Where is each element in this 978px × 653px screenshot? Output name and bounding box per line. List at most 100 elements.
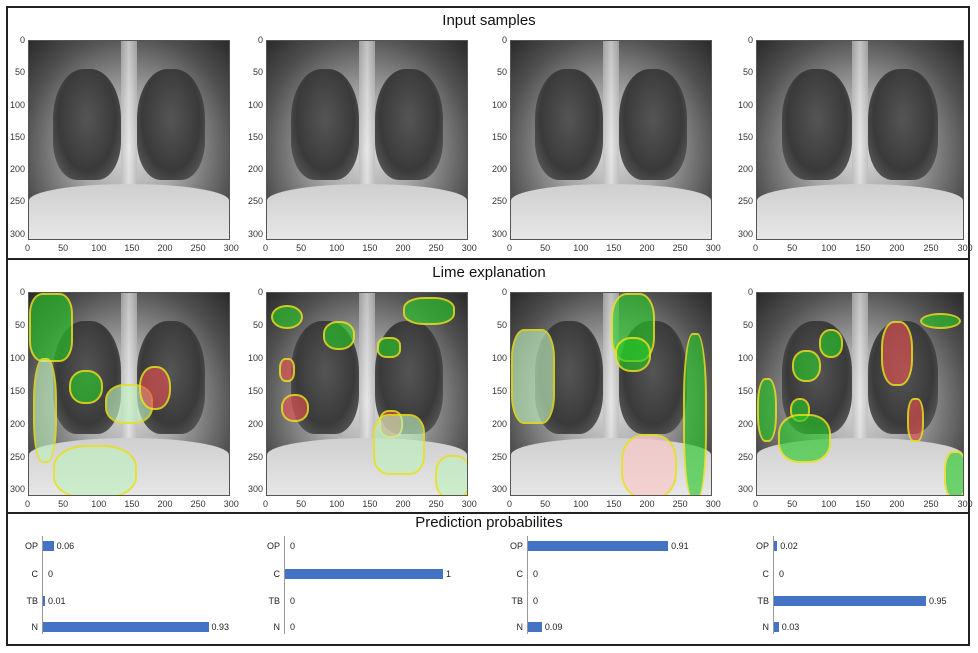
bar-chart-axis: [527, 536, 528, 634]
y-tick-label: 0: [19, 287, 25, 297]
lime-positive-region: [757, 377, 778, 443]
xray-diaphragm: [511, 438, 711, 495]
xray-diaphragm: [267, 438, 467, 495]
lime-negative-region: [621, 434, 677, 495]
x-tick-label: 150: [606, 243, 622, 253]
xray-lung: [375, 68, 443, 180]
probability-bar: [43, 596, 45, 606]
y-tick-label: 100: [10, 99, 26, 110]
x-tick-label: 250: [428, 243, 444, 253]
section-divider: [6, 258, 970, 260]
x-tick-label: 250: [190, 243, 206, 253]
x-tick-label: 150: [855, 243, 871, 253]
probability-bar: [528, 541, 669, 551]
y-tick-label: 150: [738, 385, 754, 396]
x-tick-label: 200: [157, 499, 173, 509]
probability-value-label: 0: [779, 569, 785, 579]
y-tick-label: 50: [252, 67, 263, 78]
probability-value-label: 0.09: [544, 622, 563, 632]
xray-diaphragm: [267, 183, 467, 239]
x-tick-label: 300: [705, 499, 721, 509]
lime-positive-region: [377, 337, 401, 358]
x-tick-label: 100: [821, 499, 837, 509]
category-label: TB: [757, 596, 769, 606]
input-xray-image: [756, 40, 964, 240]
probability-value-label: 0: [290, 541, 296, 551]
probability-value-label: 0.06: [56, 541, 75, 551]
y-tick-label: 100: [492, 99, 508, 110]
xray-lung: [53, 68, 121, 180]
y-tick-label: 50: [742, 67, 753, 78]
category-label: TB: [26, 596, 38, 606]
lime-negative-region: [279, 357, 295, 382]
probability-bar: [774, 596, 926, 606]
xray-lung: [619, 68, 687, 180]
y-tick-label: 50: [742, 319, 753, 330]
y-tick-label: 300: [10, 228, 26, 239]
y-tick-label: 200: [492, 164, 508, 175]
y-tick-label: 50: [496, 67, 507, 78]
y-tick-label: 0: [19, 35, 25, 45]
y-tick-label: 0: [501, 35, 507, 45]
lime-explanation-title: Lime explanation: [432, 264, 546, 281]
y-tick-label: 0: [257, 35, 263, 45]
y-tick-label: 300: [10, 484, 26, 495]
x-tick-label: 0: [263, 499, 269, 509]
y-tick-label: 150: [10, 131, 26, 142]
xray-lung: [781, 68, 852, 180]
x-tick-label: 200: [395, 499, 411, 509]
xray-lung: [137, 68, 205, 180]
y-tick-label: 300: [738, 484, 754, 495]
y-tick-label: 250: [492, 451, 508, 462]
x-tick-label: 200: [157, 243, 173, 253]
figure-frame: [6, 6, 970, 646]
category-label: OP: [509, 541, 523, 551]
input-samples-title: Input samples: [442, 12, 536, 29]
y-tick-label: 150: [248, 385, 264, 396]
y-tick-label: 200: [10, 418, 26, 429]
xray-diaphragm: [511, 183, 711, 239]
xray-diaphragm: [757, 183, 963, 239]
x-tick-label: 0: [263, 243, 269, 253]
x-tick-label: 200: [639, 499, 655, 509]
input-xray-image: [266, 40, 468, 240]
lime-positive-region: [29, 293, 73, 362]
bar-chart-axis: [42, 536, 43, 634]
probability-bar: [774, 622, 779, 632]
category-label: OP: [24, 541, 38, 551]
category-label: C: [31, 569, 39, 579]
probability-value-label: 0.02: [780, 541, 798, 551]
probability-bar: [285, 569, 443, 579]
x-tick-label: 200: [889, 243, 905, 253]
xray-lung: [291, 68, 359, 180]
y-tick-label: 300: [248, 228, 264, 239]
y-tick-label: 200: [248, 164, 264, 175]
y-tick-label: 100: [492, 352, 508, 363]
lime-positive-region: [53, 444, 137, 495]
probability-value-label: 0: [533, 569, 539, 579]
probability-bar: [43, 541, 54, 551]
y-tick-label: 300: [248, 484, 264, 495]
y-tick-label: 200: [248, 418, 264, 429]
x-tick-label: 300: [957, 499, 973, 509]
lime-negative-region: [139, 365, 171, 411]
category-label: OP: [755, 541, 769, 551]
x-tick-label: 100: [821, 243, 837, 253]
lime-positive-region: [511, 329, 555, 425]
y-tick-label: 200: [738, 418, 754, 429]
y-tick-label: 300: [738, 228, 754, 239]
category-label: C: [762, 569, 770, 579]
category-label: N: [273, 622, 281, 632]
y-tick-label: 50: [252, 319, 263, 330]
lime-negative-region: [880, 321, 914, 386]
x-tick-label: 50: [296, 499, 307, 509]
xray-lung: [535, 68, 603, 180]
x-tick-label: 50: [787, 499, 798, 509]
lime-xray-image: [266, 292, 468, 496]
x-tick-label: 300: [223, 243, 239, 253]
y-tick-label: 50: [14, 319, 25, 330]
category-label: N: [516, 622, 524, 632]
probability-value-label: 0.01: [48, 596, 66, 606]
y-tick-label: 100: [248, 99, 264, 110]
x-tick-label: 250: [428, 499, 444, 509]
